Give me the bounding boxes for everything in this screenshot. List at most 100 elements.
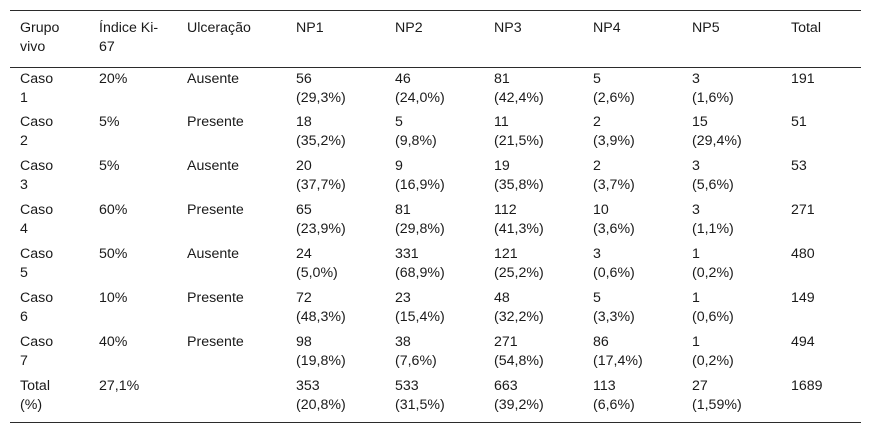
cell-line: (5,6%) xyxy=(692,177,734,193)
cell-line: Ausente xyxy=(187,158,240,174)
cell-line: 51 xyxy=(791,114,807,130)
header-np4: NP4 xyxy=(593,11,692,68)
grupo-cell: Caso 4 xyxy=(10,199,99,243)
cell-line: 1 xyxy=(692,334,700,350)
np4-cell: 10 (3,6%) xyxy=(593,199,692,243)
cell-line: (42,4%) xyxy=(494,89,544,106)
header-total: Total xyxy=(791,11,861,68)
np2-cell: 81 (29,8%) xyxy=(395,199,494,243)
cell-line: (2,6%) xyxy=(593,89,635,106)
cell-line: 3 xyxy=(593,246,601,262)
ulceracao-cell: Presente xyxy=(187,199,296,243)
cell-line: 113 xyxy=(593,378,616,394)
np3-cell: 48 (32,2%) xyxy=(494,287,593,331)
cell-line: 81 xyxy=(395,202,411,218)
table-row: Caso 6 10% Presente 72 (48,3%) 23 (15,4%) 48 (32,… xyxy=(10,287,861,331)
np4-cell: 2 (3,9%) xyxy=(593,111,692,155)
total-cell: 51 xyxy=(791,111,861,155)
np5-cell: 3 (5,6%) xyxy=(692,155,791,199)
cell-line: 10% xyxy=(99,290,128,306)
cell-line: 1 xyxy=(692,290,700,306)
total-cell: 191 xyxy=(791,67,861,111)
cell-line: (54,8%) xyxy=(494,353,544,369)
cell-line: (37,7%) xyxy=(296,177,346,193)
cell-line: (0,2%) xyxy=(692,353,734,369)
cell-line: (35,2%) xyxy=(296,133,346,149)
ki67-cell: 5% xyxy=(99,111,187,155)
ki67-cell: 40% xyxy=(99,331,187,375)
ulceracao-cell: Ausente xyxy=(187,67,296,111)
np4-cell: 86 (17,4%) xyxy=(593,331,692,375)
cell-line: (23,9%) xyxy=(296,221,346,237)
cell-line: Total xyxy=(20,378,50,394)
cell-line: 5% xyxy=(99,114,120,130)
cell-line: 533 xyxy=(395,378,419,394)
table-body: Caso 1 20% Ausente 56 (29,3%) 46 (24,0%) 81 (42,4… xyxy=(10,67,861,422)
cell-line: (0,6%) xyxy=(692,309,734,325)
table-row: Total (%) 27,1% 353 (20,8%) 533 (31,5%) 663 (39,… xyxy=(10,375,861,422)
cell-line: 7 xyxy=(20,353,28,369)
np3-cell: 271 (54,8%) xyxy=(494,331,593,375)
cell-line: (41,3%) xyxy=(494,221,544,237)
cell-line: 15 xyxy=(692,114,708,130)
cell-line: (21,5%) xyxy=(494,133,544,149)
cell-line: (24,0%) xyxy=(395,89,445,106)
cell-line: (3,9%) xyxy=(593,133,635,149)
cell-line: (1,6%) xyxy=(692,89,734,106)
cell-line: (32,2%) xyxy=(494,309,544,325)
cell-line: Presente xyxy=(187,202,244,218)
cell-line: 3 xyxy=(692,202,700,218)
cell-line: 19 xyxy=(494,158,510,174)
header-np3: NP3 xyxy=(494,11,593,68)
np3-cell: 81 (42,4%) xyxy=(494,67,593,111)
table-row: Caso 5 50% Ausente 24 (5,0%) 331 (68,9%) 121 (25,… xyxy=(10,243,861,287)
header-line: NP5 xyxy=(692,20,720,36)
cell-line: Presente xyxy=(187,114,244,130)
np2-cell: 23 (15,4%) xyxy=(395,287,494,331)
grupo-cell: Caso 1 xyxy=(10,67,99,111)
cell-line: (20,8%) xyxy=(296,397,346,413)
cell-line: 271 xyxy=(791,202,815,218)
cell-line: (1,1%) xyxy=(692,221,734,237)
grupo-cell: Caso 6 xyxy=(10,287,99,331)
total-cell: 480 xyxy=(791,243,861,287)
cell-line: 494 xyxy=(791,334,815,350)
table-header-row: Grupo vivo Índice Ki- 67 Ulceração NP1 NP2… xyxy=(10,11,861,68)
total-cell: 53 xyxy=(791,155,861,199)
header-line: Índice Ki- xyxy=(99,20,159,36)
np4-cell: 5 (3,3%) xyxy=(593,287,692,331)
ulceracao-cell: Ausente xyxy=(187,243,296,287)
cell-line: 5 xyxy=(20,265,28,281)
cell-line: (25,2%) xyxy=(494,265,544,281)
np2-cell: 533 (31,5%) xyxy=(395,375,494,422)
np2-cell: 9 (16,9%) xyxy=(395,155,494,199)
table-row: Caso 1 20% Ausente 56 (29,3%) 46 (24,0%) 81 (42,4… xyxy=(10,67,861,111)
header-np2: NP2 xyxy=(395,11,494,68)
data-table: Grupo vivo Índice Ki- 67 Ulceração NP1 NP2… xyxy=(10,11,861,422)
header-line: Ulceração xyxy=(187,20,251,36)
cell-line: 2 xyxy=(593,114,601,130)
header-line: NP2 xyxy=(395,20,423,36)
cell-line: 18 xyxy=(296,114,312,130)
np2-cell: 46 (24,0%) xyxy=(395,67,494,111)
np4-cell: 3 (0,6%) xyxy=(593,243,692,287)
cell-line: Caso xyxy=(20,246,54,262)
np2-cell: 5 (9,8%) xyxy=(395,111,494,155)
header-ulceracao: Ulceração xyxy=(187,11,296,68)
cell-line: 3 xyxy=(692,158,700,174)
cell-line: 72 xyxy=(296,290,312,306)
cell-line: (0,2%) xyxy=(692,265,734,281)
cell-line: 4 xyxy=(20,221,28,237)
grupo-cell: Caso 2 xyxy=(10,111,99,155)
table-row: Caso 4 60% Presente 65 (23,9%) 81 (29,8%) 112 (41… xyxy=(10,199,861,243)
cell-line: Caso xyxy=(20,114,54,130)
cell-line: (29,4%) xyxy=(692,133,742,149)
np5-cell: 3 (1,6%) xyxy=(692,67,791,111)
cell-line: 20 xyxy=(296,158,312,174)
cell-line: 3 xyxy=(692,70,700,87)
cell-line: Presente xyxy=(187,290,244,306)
cell-line: (29,3%) xyxy=(296,89,346,106)
cell-line: 27 xyxy=(692,378,708,394)
np2-cell: 331 (68,9%) xyxy=(395,243,494,287)
np3-cell: 121 (25,2%) xyxy=(494,243,593,287)
